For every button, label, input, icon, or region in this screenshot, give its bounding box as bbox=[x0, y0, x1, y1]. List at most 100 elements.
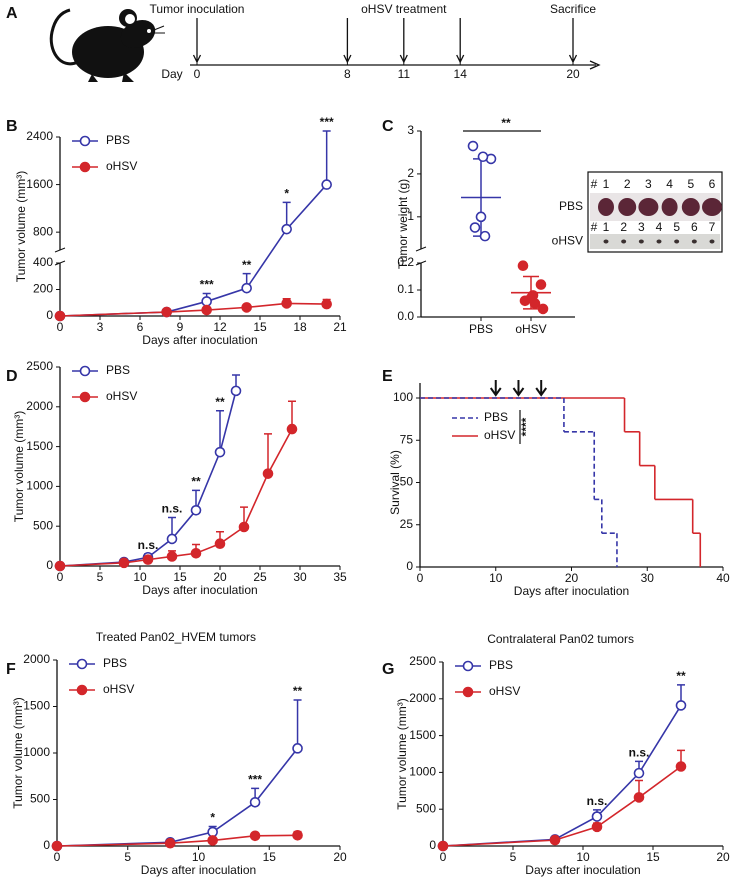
marker bbox=[549, 834, 561, 846]
tumor-photo bbox=[702, 198, 722, 216]
y-tick-label: 1500 bbox=[409, 728, 436, 742]
x-tick-label: 15 bbox=[253, 320, 267, 334]
y-tick-label: 2000 bbox=[23, 652, 50, 666]
legend-label: PBS bbox=[484, 410, 508, 424]
marker bbox=[292, 830, 303, 841]
marker bbox=[281, 298, 292, 309]
marker bbox=[249, 830, 261, 842]
photo-number: 1 bbox=[603, 220, 610, 234]
y-tick-label: 1000 bbox=[409, 765, 436, 779]
legend-marker bbox=[76, 658, 88, 670]
x-tick-label: 5 bbox=[510, 850, 517, 864]
x-tick-label: 10 bbox=[489, 571, 503, 585]
series-line bbox=[442, 765, 682, 847]
photo-number: 2 bbox=[620, 220, 627, 234]
y-axis-title: Tumor volume (mm³) bbox=[11, 697, 25, 809]
marker bbox=[190, 547, 202, 559]
legend-label: oHSV bbox=[103, 682, 134, 696]
y-tick-label: 2 bbox=[407, 166, 414, 180]
tumor-photo bbox=[598, 198, 614, 216]
photo-number: 5 bbox=[673, 220, 680, 234]
timeline-tick-label: 20 bbox=[566, 67, 580, 81]
marker bbox=[201, 304, 212, 316]
significance-label: n.s. bbox=[138, 538, 159, 552]
marker bbox=[190, 504, 202, 516]
marker bbox=[633, 792, 645, 803]
significance-label: * bbox=[210, 811, 215, 825]
marker bbox=[214, 538, 226, 550]
y-tick-label: 2000 bbox=[26, 399, 53, 413]
photo-number: 6 bbox=[709, 177, 716, 191]
significance-label: ** bbox=[676, 669, 686, 683]
y-tick-label: 500 bbox=[33, 518, 53, 532]
marker bbox=[241, 282, 252, 294]
tumor-photo bbox=[674, 239, 680, 244]
significance-label: ** bbox=[191, 475, 201, 489]
y-tick-label: 0 bbox=[43, 838, 50, 852]
mouse-icon bbox=[49, 8, 165, 82]
significance-label: n.s. bbox=[587, 794, 608, 808]
tumor-photo bbox=[638, 198, 659, 216]
photo-number: 1 bbox=[603, 177, 610, 191]
marker bbox=[230, 385, 242, 397]
legend-label: oHSV bbox=[106, 389, 137, 403]
x-tick-label: 0 bbox=[57, 570, 64, 584]
y-tick-label: 0.1 bbox=[397, 282, 414, 296]
timeline-axis-label: Day bbox=[161, 67, 182, 81]
photo-header: # bbox=[591, 177, 598, 191]
timeline-tick-label: 8 bbox=[344, 67, 351, 81]
significance-label: ** bbox=[242, 258, 252, 272]
y-tick-label: 0 bbox=[46, 558, 53, 572]
marker bbox=[437, 840, 449, 852]
marker bbox=[164, 837, 176, 849]
x-axis-title: Days after inoculation bbox=[142, 333, 257, 347]
dot bbox=[475, 211, 487, 223]
y-tick-label: 0 bbox=[406, 559, 413, 573]
marker bbox=[142, 554, 154, 565]
panel-label: F bbox=[6, 661, 16, 678]
photo-row-label: oHSV bbox=[552, 234, 583, 248]
x-tick-label: 40 bbox=[716, 571, 730, 585]
photo-number: 4 bbox=[656, 220, 663, 234]
y-tick-label: 200 bbox=[33, 282, 53, 296]
panel-label: D bbox=[6, 368, 18, 385]
y-tick-label: 400 bbox=[33, 255, 53, 269]
tumor-photo bbox=[661, 198, 678, 216]
significance-label: ** bbox=[501, 116, 511, 130]
significance-label: n.s. bbox=[162, 502, 183, 516]
x-axis-title: Days after inoculation bbox=[141, 863, 256, 877]
x-axis-title: Days after inoculation bbox=[142, 583, 257, 597]
x-tick-label: 6 bbox=[137, 320, 144, 334]
x-tick-label: 20 bbox=[716, 850, 730, 864]
legend-marker bbox=[79, 391, 91, 403]
photo-number: 4 bbox=[666, 177, 673, 191]
legend-marker bbox=[76, 684, 88, 696]
photo-row-label: PBS bbox=[559, 199, 583, 213]
y-tick-label: 1500 bbox=[26, 439, 53, 453]
y-tick-label: 0.0 bbox=[397, 309, 414, 323]
x-tick-label: 30 bbox=[293, 570, 307, 584]
marker bbox=[54, 560, 66, 572]
y-tick-label: 1600 bbox=[26, 177, 53, 191]
legend-label: oHSV bbox=[106, 159, 137, 173]
dot bbox=[467, 140, 479, 152]
marker bbox=[201, 296, 212, 307]
marker bbox=[321, 179, 332, 190]
y-tick-label: 1 bbox=[407, 209, 414, 223]
marker bbox=[675, 700, 687, 711]
timeline-event: Sacrifice bbox=[550, 2, 596, 16]
y-tick-label: 100 bbox=[393, 390, 413, 404]
series-line bbox=[442, 705, 682, 847]
error-bar bbox=[322, 130, 331, 185]
timeline-arrow bbox=[192, 18, 202, 64]
tumor-photo bbox=[638, 239, 644, 244]
x-tick-label: 30 bbox=[641, 571, 655, 585]
treatment-arrow bbox=[489, 380, 502, 397]
x-tick-label: 10 bbox=[576, 850, 590, 864]
marker bbox=[321, 298, 332, 310]
photo-number: 5 bbox=[687, 177, 694, 191]
legend-label: PBS bbox=[103, 656, 127, 670]
dot bbox=[479, 230, 491, 242]
x-tick-label: 20 bbox=[333, 850, 347, 864]
